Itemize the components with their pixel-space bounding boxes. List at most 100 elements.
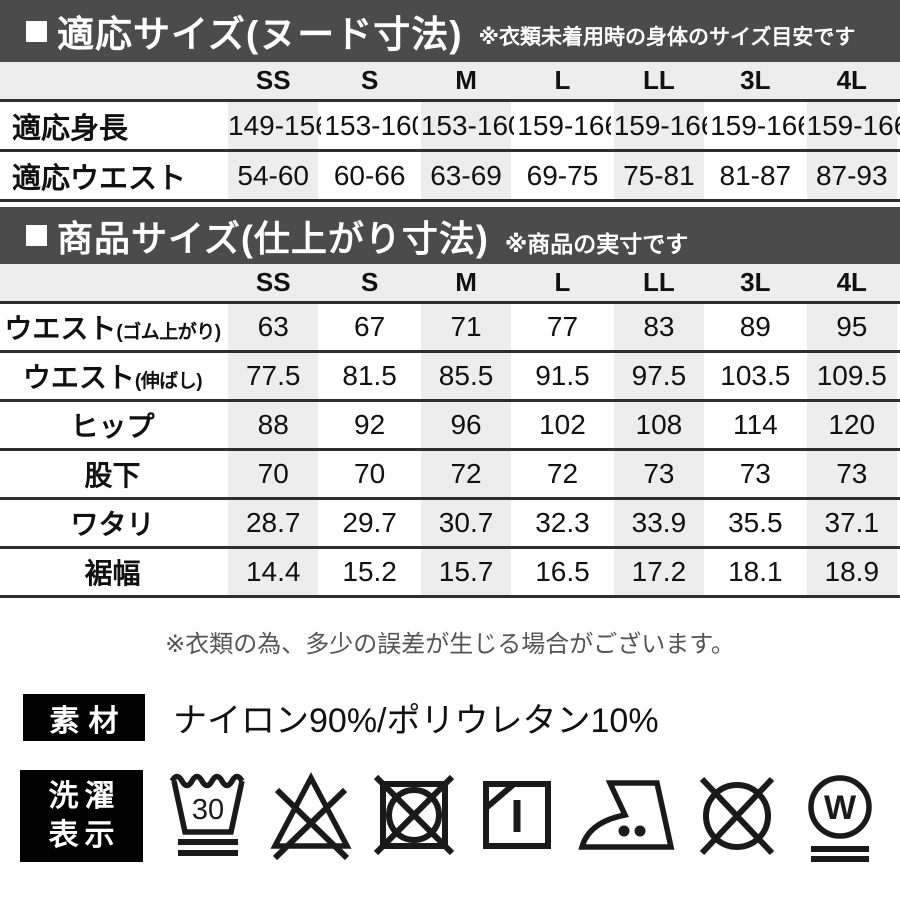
size-value-cell: 149-156 — [225, 102, 322, 152]
label-column-header — [0, 264, 225, 304]
size-value-cell: 87-93 — [803, 152, 900, 202]
size-value-cell: 95 — [803, 304, 900, 353]
size-value-cell: 77.5 — [225, 353, 322, 402]
material-value: ナイロン90%/ポリウレタン10% — [173, 702, 659, 740]
size-value-cell: 18.1 — [707, 549, 804, 598]
iron-medium-two-dots-icon — [577, 770, 677, 862]
row-label: ヒップ — [0, 402, 225, 451]
size-value-cell: 32.3 — [514, 500, 611, 549]
size-value-cell: 69-75 — [514, 152, 611, 202]
size-column-header: S — [321, 62, 418, 102]
size-value-cell: 17.2 — [610, 549, 708, 598]
size-value-cell: 60-66 — [321, 152, 418, 202]
size-value-cell: 159-166 — [707, 102, 804, 152]
size-value-cell: 75-81 — [610, 152, 708, 202]
size-column-header: M — [417, 62, 515, 102]
table-row: ウエスト(伸ばし) 77.5 81.5 85.5 91.5 97.5 103.5… — [0, 353, 900, 402]
care-icons: 30 — [165, 770, 883, 862]
size-value-cell: 92 — [321, 402, 418, 451]
fit-size-section-header: 適応サイズ(ヌード寸法) ※衣類未着用時の身体のサイズ目安です — [0, 0, 900, 62]
row-label-sub: (ゴム上がり) — [116, 322, 221, 343]
row-label: ワタリ — [0, 500, 225, 549]
size-value-cell: 85.5 — [417, 353, 515, 402]
size-value-cell: 70 — [321, 451, 418, 500]
size-value-cell: 54-60 — [225, 152, 322, 202]
size-value-cell: 71 — [417, 304, 515, 353]
square-bullet-icon — [26, 20, 47, 42]
size-value-cell: 159-166 — [610, 102, 708, 152]
label-column-header — [0, 62, 225, 102]
size-value-cell: 89 — [707, 304, 804, 353]
size-column-header: 4L — [803, 264, 900, 304]
size-value-cell: 16.5 — [514, 549, 611, 598]
machine-wash-30-very-gentle-icon: 30 — [165, 770, 251, 862]
size-value-cell: 70 — [225, 451, 322, 500]
size-column-header: L — [514, 264, 611, 304]
table-row: 適応身長 149-156 153-160 153-160 159-166 159… — [0, 102, 900, 152]
no-dry-clean-icon — [694, 770, 780, 862]
size-header-row: SS S M L LL 3L 4L — [0, 62, 900, 102]
size-value-cell: 83 — [610, 304, 708, 353]
size-value-cell: 18.9 — [803, 549, 900, 598]
size-value-cell: 28.7 — [225, 500, 322, 549]
size-column-header: LL — [610, 62, 708, 102]
size-value-cell: 29.7 — [321, 500, 418, 549]
no-tumble-dry-icon — [371, 770, 457, 862]
care-row: 洗濯 表示 30 — [20, 770, 900, 862]
table-row: 適応ウエスト 54-60 60-66 63-69 69-75 75-81 81-… — [0, 152, 900, 202]
disclaimer-note: ※衣類の為、多少の誤差が生じる場合がございます。 — [165, 631, 735, 658]
size-value-cell: 153-160 — [417, 102, 515, 152]
size-header-row: SS S M L LL 3L 4L — [0, 264, 900, 304]
size-value-cell: 81.5 — [321, 353, 418, 402]
size-value-cell: 114 — [707, 402, 804, 451]
size-value-cell: 159-166 — [803, 102, 900, 152]
fit-section-title: 適応サイズ(ヌード寸法) — [57, 14, 463, 55]
size-column-header: SS — [225, 62, 322, 102]
fit-section-note: ※衣類未着用時の身体のサイズ目安です — [478, 26, 856, 49]
size-value-cell: 73 — [610, 451, 708, 500]
size-column-header: SS — [225, 264, 322, 304]
size-value-cell: 77 — [514, 304, 611, 353]
size-value-cell: 37.1 — [803, 500, 900, 549]
row-label: 裾幅 — [0, 549, 225, 598]
size-value-cell: 73 — [803, 451, 900, 500]
size-value-cell: 109.5 — [803, 353, 900, 402]
size-value-cell: 67 — [321, 304, 418, 353]
size-value-cell: 73 — [707, 451, 804, 500]
size-value-cell: 91.5 — [514, 353, 611, 402]
svg-text:W: W — [824, 789, 857, 827]
table-row: 裾幅 14.4 15.2 15.7 16.5 17.2 18.1 18.9 — [0, 549, 900, 598]
product-section-note: ※商品の実寸です — [504, 230, 689, 257]
product-section-title: 商品サイズ(仕上がり寸法) — [57, 217, 489, 259]
wet-clean-very-gentle-icon: W — [797, 770, 883, 862]
svg-text:30: 30 — [192, 794, 224, 826]
fit-size-table: SS S M L LL 3L 4L 適応身長 149-156 153-160 1… — [0, 62, 900, 202]
size-value-cell: 72 — [514, 451, 611, 500]
size-value-cell: 15.2 — [321, 549, 418, 598]
size-value-cell: 159-166 — [514, 102, 611, 152]
care-label: 洗濯 表示 — [20, 770, 143, 862]
row-label: 股下 — [0, 451, 225, 500]
size-value-cell: 14.4 — [225, 549, 322, 598]
size-value-cell: 15.7 — [417, 549, 515, 598]
size-column-header: 3L — [707, 62, 804, 102]
size-value-cell: 72 — [417, 451, 515, 500]
size-value-cell: 30.7 — [417, 500, 515, 549]
row-label: ウエスト(伸ばし) — [0, 353, 225, 402]
size-value-cell: 153-160 — [321, 102, 418, 152]
size-column-header: S — [321, 264, 418, 304]
material-label: 素材 — [23, 694, 145, 741]
size-value-cell: 102 — [514, 402, 611, 451]
material-row: 素材 ナイロン90%/ポリウレタン10% — [23, 693, 900, 742]
no-bleach-icon — [268, 770, 354, 862]
size-value-cell: 108 — [610, 402, 708, 451]
size-value-cell: 81-87 — [707, 152, 804, 202]
size-column-header: 3L — [707, 264, 804, 304]
row-label: ウエスト(ゴム上がり) — [0, 304, 225, 353]
row-label: 適応身長 — [0, 102, 225, 152]
row-label-sub: (伸ばし) — [134, 371, 203, 392]
table-row: ウエスト(ゴム上がり) 63 67 71 77 83 89 95 — [0, 304, 900, 353]
size-value-cell: 96 — [417, 402, 515, 451]
size-value-cell: 33.9 — [610, 500, 708, 549]
